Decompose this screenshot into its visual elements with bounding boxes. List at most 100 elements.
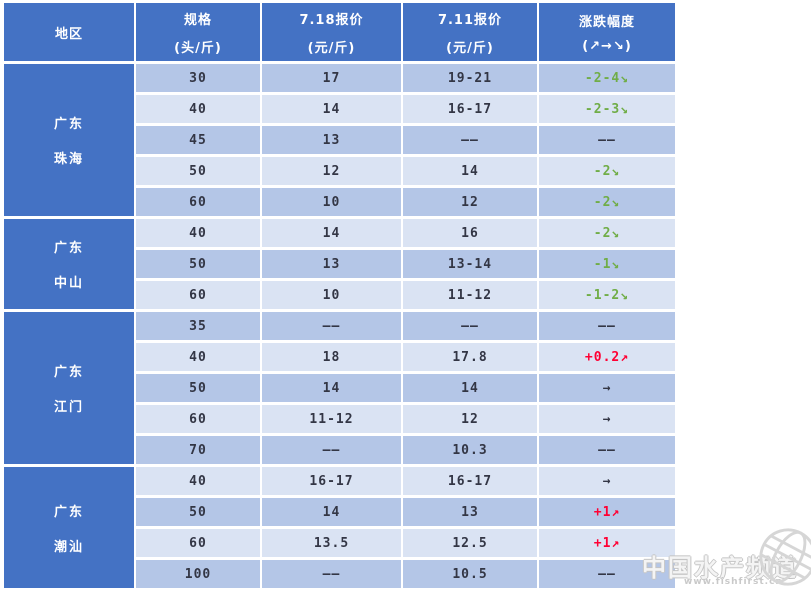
spec-cell: 35	[136, 312, 260, 340]
table-row: 50 12 14 -2↘	[4, 157, 675, 185]
price-table: 地区 规格 (头/斤) 7.18报价 (元/斤) 7.11报价 (元/斤) 涨跌…	[2, 0, 677, 591]
table-row: 45 13 —— ——	[4, 126, 675, 154]
region-line1: 广东	[53, 365, 84, 380]
table-row: 60 11-12 12 →	[4, 405, 675, 433]
col-header-region: 地区	[4, 3, 134, 61]
price-718-cell: 17	[262, 64, 401, 92]
region-line1: 广东	[53, 117, 84, 132]
change-cell: -2-3↘	[539, 95, 675, 123]
region-cell: 广东 珠海	[4, 64, 134, 216]
change-cell: +1↗	[539, 529, 675, 557]
change-cell: -1↘	[539, 250, 675, 278]
spec-cell: 50	[136, 498, 260, 526]
spec-cell: 60	[136, 281, 260, 309]
spec-cell: 50	[136, 374, 260, 402]
spec-cell: 60	[136, 529, 260, 557]
spec-cell: 40	[136, 467, 260, 495]
price-711-cell: 11-12	[403, 281, 537, 309]
price-711-cell: 19-21	[403, 64, 537, 92]
spec-cell: 40	[136, 95, 260, 123]
change-cell: +1↗	[539, 498, 675, 526]
table-row: 广东 潮汕 40 16-17 16-17 →	[4, 467, 675, 588]
price-718-cell: 14	[262, 374, 401, 402]
price-718-cell: ——	[262, 312, 401, 340]
table-row: 60 10 11-12 -1-2↘	[4, 281, 675, 309]
price-711-cell: ——	[403, 312, 537, 340]
price-718-cell: ——	[262, 436, 401, 464]
price-711-cell: 10.3	[403, 436, 537, 464]
change-cell: -2↘	[539, 157, 675, 185]
price-718-cell: 13	[262, 250, 401, 278]
region-cell: 广东 潮汕	[4, 467, 134, 588]
spec-cell: 60	[136, 188, 260, 216]
spec-cell: 30	[136, 64, 260, 92]
globe-icon	[759, 528, 811, 586]
spec-cell: 50	[136, 250, 260, 278]
table-row: 40 18 17.8 +0.2↗	[4, 343, 675, 371]
table-row: 60 13.5 12.5 +1↗	[4, 529, 675, 557]
col-header-price-711: 7.11报价 (元/斤)	[403, 3, 537, 61]
price-718-cell: 14	[262, 498, 401, 526]
change-cell: -2↘	[539, 188, 675, 216]
table-row: 50 13 13-14 -1↘	[4, 250, 675, 278]
spec-cell: 60	[136, 405, 260, 433]
table-row: 广东 珠海 30 17 19-21 -2-4↘	[4, 64, 675, 216]
price-718-cell: 14	[262, 95, 401, 123]
col-header-change: 涨跌幅度 (↗→↘)	[539, 3, 675, 61]
region-line1: 广东	[53, 241, 84, 256]
price-718-cell: 11-12	[262, 405, 401, 433]
region-line2: 江门	[53, 400, 84, 415]
price-711-cell: 13-14	[403, 250, 537, 278]
price-711-cell: 13	[403, 498, 537, 526]
change-cell: ——	[539, 126, 675, 154]
price-718-cell: 12	[262, 157, 401, 185]
region-line2: 潮汕	[53, 539, 84, 555]
change-cell: ——	[539, 436, 675, 464]
price-718-cell: 10	[262, 281, 401, 309]
table-row: 50 14 14 →	[4, 374, 675, 402]
table-row: 60 10 12 -2↘	[4, 188, 675, 216]
price-711-cell: 17.8	[403, 343, 537, 371]
change-cell: +0.2↗	[539, 343, 675, 371]
change-cell: -2↘	[539, 219, 675, 247]
col-header-region-label: 地区	[54, 26, 83, 42]
price-718-cell: 10	[262, 188, 401, 216]
spec-cell: 45	[136, 126, 260, 154]
price-718-cell: 14	[262, 219, 401, 247]
change-cell: -2-4↘	[539, 64, 675, 92]
spec-cell: 50	[136, 157, 260, 185]
change-cell: -1-2↘	[539, 281, 675, 309]
header-row: 地区 规格 (头/斤) 7.18报价 (元/斤) 7.11报价 (元/斤) 涨跌…	[4, 3, 675, 61]
price-711-cell: 12	[403, 188, 537, 216]
region-cell: 广东 中山	[4, 219, 134, 309]
table-row: 广东 中山 40 14 16 -2↘	[4, 219, 675, 309]
price-711-cell: 12	[403, 405, 537, 433]
spec-cell: 70	[136, 436, 260, 464]
table-row: 100 —— 10.5 ——	[4, 560, 675, 588]
region-line2: 中山	[53, 276, 84, 291]
price-711-cell: 12.5	[403, 529, 537, 557]
region-line2: 珠海	[53, 152, 84, 167]
table-row: 广东 江门 35 —— —— ——	[4, 312, 675, 464]
spec-cell: 100	[136, 560, 260, 588]
col-header-price-718: 7.18报价 (元/斤)	[262, 3, 401, 61]
price-718-cell: 18	[262, 343, 401, 371]
price-718-cell: ——	[262, 560, 401, 588]
price-711-cell: 10.5	[403, 560, 537, 588]
region-line1: 广东	[53, 504, 84, 520]
col-header-spec: 规格 (头/斤)	[136, 3, 260, 61]
change-cell: →	[539, 405, 675, 433]
price-711-cell: 14	[403, 374, 537, 402]
price-711-cell: 14	[403, 157, 537, 185]
price-711-cell: 16-17	[403, 95, 537, 123]
price-711-cell: 16-17	[403, 467, 537, 495]
price-718-cell: 16-17	[262, 467, 401, 495]
change-cell: ——	[539, 560, 675, 588]
change-cell: →	[539, 374, 675, 402]
watermark-url: www.fishfirst.cn	[684, 577, 783, 587]
change-cell: →	[539, 467, 675, 495]
price-711-cell: 16	[403, 219, 537, 247]
region-cell: 广东 江门	[4, 312, 134, 464]
change-cell: ——	[539, 312, 675, 340]
